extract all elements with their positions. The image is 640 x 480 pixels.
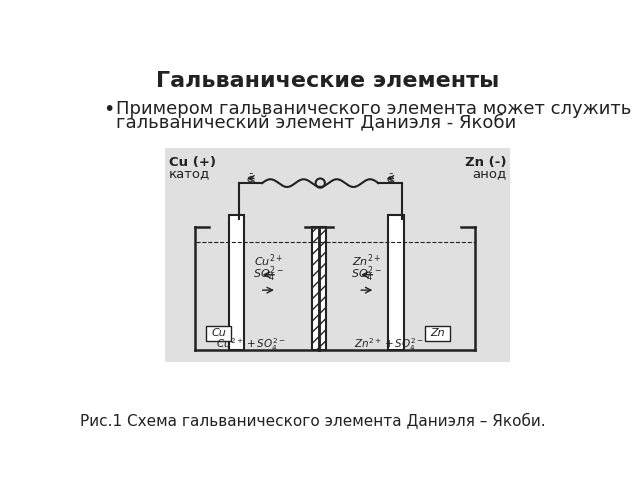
Bar xyxy=(425,325,450,341)
Text: анод: анод xyxy=(472,167,506,180)
Bar xyxy=(165,148,510,362)
Circle shape xyxy=(316,179,325,188)
Text: $Cu^{2+}+SO_4^{2-}$: $Cu^{2+}+SO_4^{2-}$ xyxy=(216,336,285,353)
Text: $Cu^{2+}$: $Cu^{2+}$ xyxy=(253,252,283,269)
Text: Рис.1 Схема гальванического элемента Даниэля – Якоби.: Рис.1 Схема гальванического элемента Дан… xyxy=(80,412,545,428)
Text: Zn (-): Zn (-) xyxy=(465,156,506,169)
Text: Примером гальванического элемента может служить: Примером гальванического элемента может … xyxy=(116,100,631,118)
Text: гальванический элемент Даниэля - Якоби: гальванический элемент Даниэля - Якоби xyxy=(116,114,516,132)
Text: $\bar{e}$: $\bar{e}$ xyxy=(246,172,255,184)
Text: Zn: Zn xyxy=(430,328,445,338)
Bar xyxy=(312,227,326,350)
Bar xyxy=(206,325,231,341)
Text: Cu: Cu xyxy=(211,328,226,338)
Text: Гальванические элементы: Гальванические элементы xyxy=(156,72,500,92)
Text: $\bar{e}$: $\bar{e}$ xyxy=(386,172,394,184)
Text: Cu (+): Cu (+) xyxy=(169,156,216,169)
Text: $Zn^{2+}+SO_4^{2-}$: $Zn^{2+}+SO_4^{2-}$ xyxy=(353,336,424,353)
Text: $SO_4^{2-}$: $SO_4^{2-}$ xyxy=(351,264,382,284)
Text: катод: катод xyxy=(169,167,211,180)
Text: $SO_4^{2-}$: $SO_4^{2-}$ xyxy=(253,264,284,284)
Text: $Zn^{2+}$: $Zn^{2+}$ xyxy=(352,252,381,269)
Bar xyxy=(388,216,404,350)
Text: •: • xyxy=(103,100,115,119)
Bar xyxy=(229,216,244,350)
